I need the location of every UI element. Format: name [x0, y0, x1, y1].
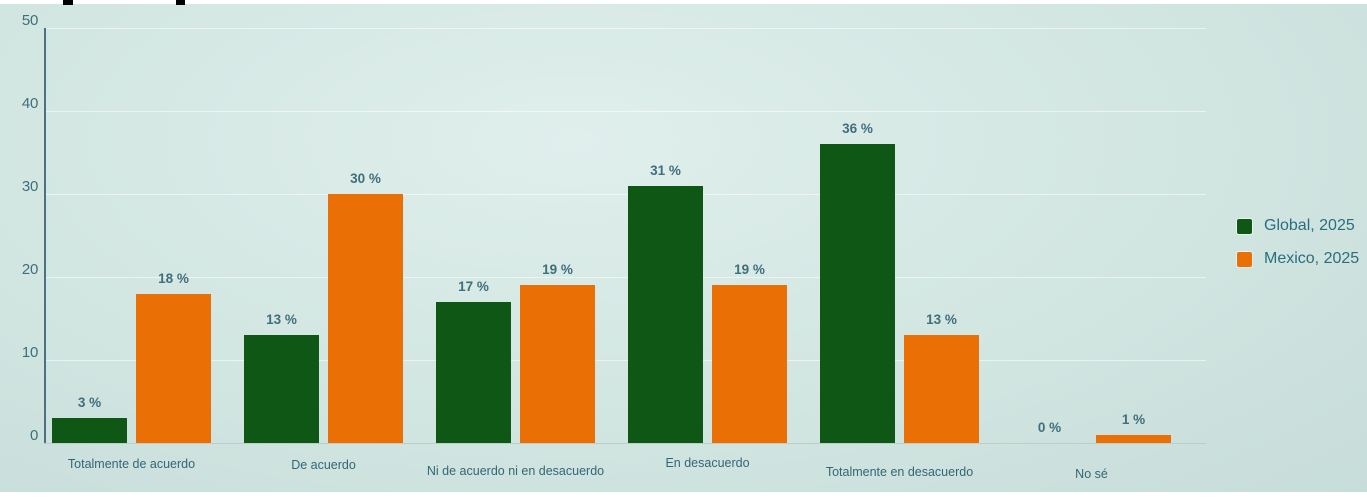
category-label: Totalmente de acuerdo [67, 457, 196, 471]
bar-mexico [136, 293, 211, 443]
bar-mexico [520, 285, 595, 443]
category-label: No sé [1075, 467, 1108, 481]
y-tick-label: 50 [21, 12, 38, 29]
bar-value-label: 30 % [350, 171, 381, 186]
legend-swatch-mexico [1237, 252, 1252, 267]
bar-value-label: 19 % [734, 262, 765, 278]
bar-mexico [712, 285, 787, 443]
bar-global [628, 185, 703, 443]
gridline [46, 28, 1206, 29]
legend-label-global: Global, 2025 [1264, 217, 1355, 234]
x-axis-labels: Totalmente de acuerdo De acuerdo Ni de acu… [0, 4, 1367, 492]
category-label: Ni de acuerdo ni en desacuerdo [426, 464, 605, 478]
bar-value-label: 19 % [542, 262, 573, 278]
bar-mexico [904, 335, 979, 443]
category-label: En desacuerdo [665, 456, 750, 470]
y-tick-label: 10 [21, 344, 38, 361]
bar-value-label: 3 % [77, 395, 102, 411]
bar-value-label: 17 % [458, 278, 489, 294]
chart-panel: 0 10 20 30 40 50 3 % 18 % 13 % 30 % 17 % 19 % 31 % 1… [0, 4, 1367, 492]
bar-value-label: 0 % [1037, 420, 1062, 435]
gridline [46, 360, 1206, 361]
bars-layer: 3 % 18 % 13 % 30 % 17 % 19 % 31 % 19 % 36 % 13 % 0… [0, 4, 1367, 492]
bar-value-label: 31 % [650, 162, 681, 178]
y-tick-label: 0 [29, 427, 38, 444]
gridline [46, 194, 1206, 195]
y-tick-label: 30 [21, 178, 38, 195]
bar-value-label: 18 % [158, 270, 189, 286]
bar-global [436, 301, 511, 443]
bar-value-label: 1 % [1121, 411, 1146, 427]
bar-global [244, 335, 319, 443]
y-tick-label: 20 [21, 261, 38, 278]
bar-value-label: 13 % [266, 312, 297, 328]
legend-label-mexico: Mexico, 2025 [1264, 250, 1360, 267]
bar-mexico [1096, 434, 1171, 443]
gridline [46, 277, 1206, 278]
bar-mexico [328, 194, 403, 443]
category-label: Totalmente en desacuerdo [825, 465, 974, 479]
gridlines-layer [0, 4, 1367, 492]
gridline [46, 111, 1206, 112]
category-label: De acuerdo [291, 458, 356, 472]
y-tick-label: 40 [21, 95, 38, 112]
cropped-title-fragment [176, 0, 185, 5]
legend-swatch-global [1237, 219, 1252, 234]
bar-global [820, 144, 895, 443]
bar-global [52, 418, 127, 443]
cropped-title-fragment [63, 0, 73, 5]
bar-value-label: 13 % [926, 312, 957, 328]
bar-value-label: 36 % [842, 121, 873, 137]
y-axis-line [44, 28, 46, 443]
y-axis-ticks: 0 10 20 30 40 50 [0, 4, 1367, 492]
x-axis-baseline [44, 443, 1206, 444]
